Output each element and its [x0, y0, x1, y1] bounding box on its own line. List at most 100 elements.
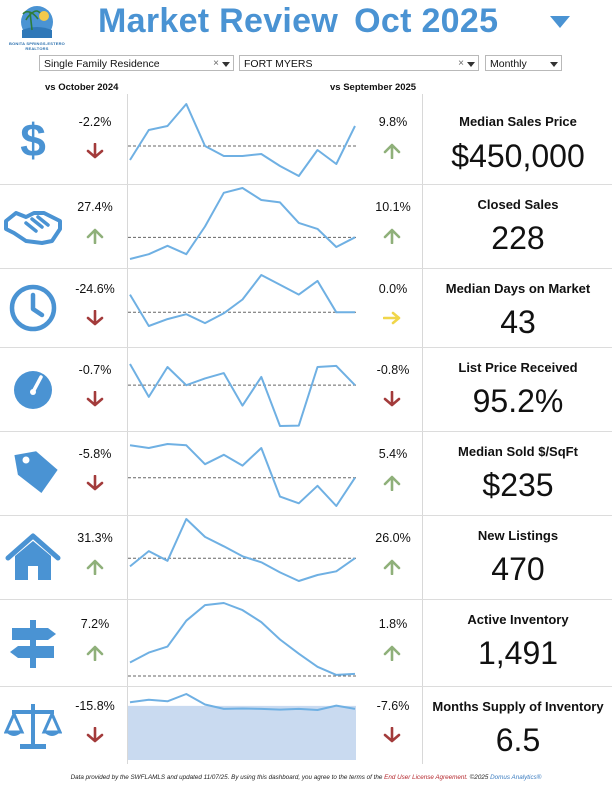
price-tag-icon — [14, 451, 58, 494]
metric-label: Median Sold $/SqFt — [458, 444, 578, 459]
metric-label: New Listings — [477, 528, 559, 543]
up-arrow-icon — [383, 559, 401, 575]
footer-copyright: ©2025 — [467, 774, 491, 781]
property-type-value: Single Family Residence — [44, 58, 160, 70]
row-divider — [0, 515, 612, 516]
down-arrow-icon — [383, 391, 401, 407]
trend-sparkline — [128, 274, 356, 327]
clear-icon[interactable]: × — [213, 58, 219, 69]
svg-text:$: $ — [20, 114, 46, 166]
yoy-change: 27.4% — [77, 200, 113, 214]
flat-arrow-icon — [383, 311, 401, 325]
mom-change: 10.1% — [375, 200, 411, 214]
brand-link[interactable]: Domus Analytics® — [490, 774, 542, 781]
mom-change: 0.0% — [378, 282, 408, 296]
brand-logo: BONITA SPRINGS-ESTERO REALTORS — [6, 4, 68, 51]
trend-sparkline — [128, 103, 356, 177]
column-divider — [422, 94, 423, 764]
metric-row: 27.4% 10.1% Closed Sales 228 — [0, 184, 612, 268]
trend-sparkline — [128, 518, 356, 582]
up-arrow-icon — [86, 645, 104, 661]
down-arrow-icon — [86, 310, 104, 326]
down-arrow-icon — [86, 143, 104, 159]
metric-label: Months Supply of Inventory — [432, 699, 604, 714]
city-select[interactable]: FORT MYERS × — [239, 55, 479, 71]
footer: Data provided by the SWFLAMLS and update… — [0, 774, 612, 781]
trend-line — [129, 103, 356, 177]
title-text: Market Review — [98, 2, 339, 40]
title-month: Oct 2025 — [354, 2, 499, 40]
yoy-change: -15.8% — [75, 699, 115, 713]
house-icon — [5, 533, 61, 580]
header: BONITA SPRINGS-ESTERO REALTORS Market Re… — [0, 0, 612, 51]
mom-column-header: vs September 2025 — [330, 82, 417, 93]
trend-line — [129, 443, 356, 507]
row-divider — [0, 184, 612, 185]
metric-label: Closed Sales — [477, 197, 559, 212]
metric-value: 470 — [491, 551, 545, 587]
yoy-change: 31.3% — [77, 531, 113, 545]
page-title: Market Review Oct 2025 — [98, 2, 498, 41]
row-divider — [0, 686, 612, 687]
row-divider — [0, 347, 612, 348]
up-arrow-icon — [383, 645, 401, 661]
metric-row: 31.3% 26.0% New Listings 470 — [0, 515, 612, 599]
metric-value: $235 — [482, 467, 554, 503]
metric-label: Active Inventory — [467, 612, 569, 627]
dropdown-toggle-icon[interactable] — [549, 15, 571, 29]
chevron-down-icon[interactable] — [550, 62, 558, 67]
up-arrow-icon — [383, 228, 401, 244]
yoy-column-header: vs October 2024 — [45, 82, 119, 93]
metric-label: List Price Received — [458, 360, 578, 375]
yoy-change: -5.8% — [78, 447, 112, 461]
metric-label: Median Sales Price — [459, 114, 577, 129]
metric-value: 6.5 — [495, 722, 541, 758]
trend-line — [129, 518, 356, 582]
clear-icon[interactable]: × — [458, 58, 464, 69]
metric-row: -5.8% 5.4% Median Sold $/SqFt $235 — [0, 431, 612, 515]
row-divider — [0, 431, 612, 432]
down-arrow-icon — [383, 727, 401, 743]
up-arrow-icon — [86, 559, 104, 575]
scales-icon — [4, 704, 62, 749]
metric-row: -15.8% -7.6% Months Supply of Inventory 6.5 — [0, 686, 612, 764]
yoy-change: -0.7% — [78, 363, 112, 377]
logo-text: BONITA SPRINGS-ESTERO REALTORS — [9, 41, 65, 51]
property-type-select[interactable]: Single Family Residence × — [39, 55, 234, 71]
trend-line — [129, 187, 356, 260]
period-select[interactable]: Monthly — [485, 55, 562, 71]
down-arrow-icon — [86, 475, 104, 491]
eula-link[interactable]: End User License Agreement. — [384, 774, 468, 781]
yoy-change: -2.2% — [78, 115, 112, 129]
city-value: FORT MYERS — [244, 58, 313, 70]
dollar-icon: $ — [20, 114, 46, 166]
trend-sparkline — [128, 443, 356, 507]
column-divider — [127, 94, 128, 764]
mom-change: -0.8% — [376, 363, 410, 377]
gauge-icon — [14, 371, 52, 409]
row-divider — [0, 268, 612, 269]
metric-value: 43 — [500, 304, 536, 340]
chevron-down-icon[interactable] — [222, 62, 230, 67]
mom-change: 26.0% — [375, 531, 411, 545]
period-value: Monthly — [490, 58, 527, 70]
metric-row: 7.2% 1.8% Active Inventory 1,491 — [0, 599, 612, 686]
row-divider — [0, 599, 612, 600]
trend-line — [129, 274, 355, 327]
metric-value: 228 — [491, 220, 545, 256]
metric-row: -0.7% -0.8% List Price Received 95.2% — [0, 347, 612, 431]
trend-line — [129, 693, 356, 711]
metric-row: -24.6% 0.0% Median Days on Market 43 — [0, 268, 612, 347]
filter-bar: Single Family Residence × FORT MYERS × M… — [0, 55, 612, 73]
metric-row: $ -2.2% 9.8% Median Sales Price $450,000 — [0, 98, 612, 184]
trend-sparkline — [128, 187, 356, 260]
mom-change: 1.8% — [378, 617, 408, 631]
mom-change: 5.4% — [378, 447, 408, 461]
yoy-change: -24.6% — [75, 282, 115, 296]
up-arrow-icon — [383, 475, 401, 491]
chevron-down-icon[interactable] — [467, 62, 475, 67]
trend-line — [129, 363, 356, 427]
footer-text: Data provided by the SWFLAMLS and update… — [70, 774, 385, 781]
up-arrow-icon — [86, 228, 104, 244]
metric-value: $450,000 — [451, 138, 585, 174]
